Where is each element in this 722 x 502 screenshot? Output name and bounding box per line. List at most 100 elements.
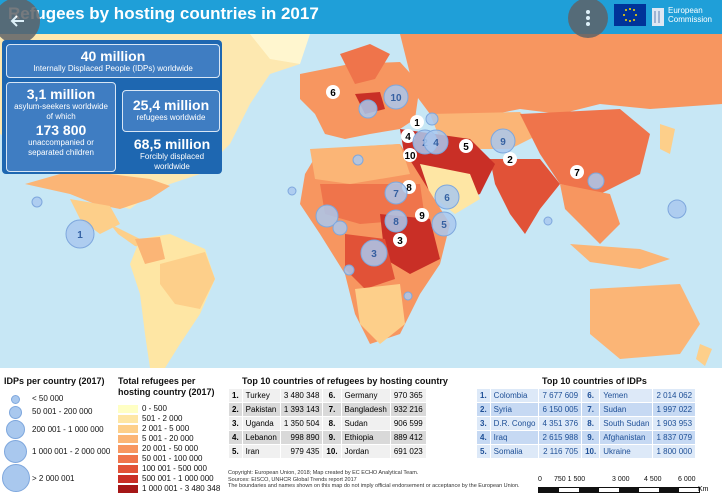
refugee-class-label-6: 50 001 - 100 000 bbox=[142, 454, 203, 463]
back-button[interactable] bbox=[0, 0, 40, 44]
idp-bubble-3: 3 bbox=[360, 239, 388, 267]
refugee-class-label-4: 5 001 - 20 000 bbox=[142, 434, 194, 443]
table-row: 3. Uganda 1 350 504 8. Sudan 906 599 bbox=[229, 417, 426, 430]
svg-text:4: 4 bbox=[405, 132, 411, 143]
land-india bbox=[490, 159, 560, 234]
land-colombia bbox=[135, 237, 165, 264]
key-figures-panel: 40 million Internally Displaced People (… bbox=[2, 40, 222, 174]
refugee-marker-6: 6 bbox=[326, 85, 340, 99]
refugee-swatch-2 bbox=[118, 415, 138, 423]
refugee-class-label-5: 20 001 - 50 000 bbox=[142, 444, 199, 453]
table-row: 5. Somalia 2 116 705 10. Ukraine 1 800 000 bbox=[477, 445, 696, 458]
svg-text:1: 1 bbox=[414, 118, 420, 129]
refugee-class-label-1: 0 - 500 bbox=[142, 404, 167, 413]
page-title: Refugees by hosting countries in 2017 bbox=[8, 4, 319, 23]
refugee-marker-1: 1 bbox=[410, 115, 424, 129]
table-row: 2. Pakistan 1 393 143 7. Bangladesh 932 216 bbox=[229, 403, 426, 416]
land-usa bbox=[25, 174, 170, 209]
table-row: 1. Colombia 7 677 609 6. Yemen 2 014 062 bbox=[477, 389, 696, 402]
refugee-marker-3: 3 bbox=[393, 233, 407, 247]
idp-legend-label-4: 1 000 001 - 2 000 000 bbox=[32, 447, 111, 456]
land-southern-africa bbox=[355, 284, 405, 344]
idp-legend-label-1: < 50 000 bbox=[32, 394, 64, 403]
svg-text:4: 4 bbox=[433, 138, 439, 149]
land-indonesia bbox=[570, 244, 670, 269]
idp-legend-label-2: 50 001 - 200 000 bbox=[32, 407, 93, 416]
top-idps-title: Top 10 countries of IDPs bbox=[542, 376, 647, 386]
refugee-rank-markers: 1 2 3 4 5 6 7 8 9 10 bbox=[326, 85, 584, 247]
svg-text:6: 6 bbox=[330, 88, 336, 99]
refugees-total-box: 25,4 million refugees worldwide bbox=[122, 90, 220, 132]
idp-legend-bubble-2 bbox=[9, 406, 22, 419]
table-row: 1. Turkey 3 480 348 6. Germany 970 365 bbox=[229, 389, 426, 402]
idp-legend-title: IDPs per country (2017) bbox=[4, 376, 105, 386]
svg-text:7: 7 bbox=[393, 189, 399, 200]
top-refugees-title: Top 10 countries of refugees by hosting … bbox=[242, 376, 448, 386]
ec-logo-text: European Commission bbox=[668, 6, 713, 24]
idp-bubble-4: 4 bbox=[423, 129, 449, 155]
refugee-marker-10: 10 bbox=[403, 148, 417, 162]
more-vertical-icon bbox=[586, 10, 590, 26]
svg-text:9: 9 bbox=[500, 137, 506, 148]
svg-text:9: 9 bbox=[419, 211, 425, 222]
idp-legend-bubble-3 bbox=[6, 420, 25, 439]
more-options-button[interactable] bbox=[568, 0, 608, 38]
idp-bubble-6: 6 bbox=[434, 184, 460, 210]
scale-bar-unit: Km bbox=[698, 486, 709, 493]
idp-legend-bubble-5 bbox=[2, 464, 30, 492]
asylum-box: 3,1 million asylum-seekers worldwide of … bbox=[6, 82, 116, 172]
svg-text:8: 8 bbox=[406, 183, 412, 194]
refugee-marker-7: 7 bbox=[570, 165, 584, 179]
refugee-marker-9: 9 bbox=[415, 208, 429, 222]
land-japan bbox=[660, 124, 675, 154]
svg-text:1: 1 bbox=[77, 230, 83, 241]
idp-legend-bubble-4 bbox=[4, 440, 27, 463]
table-row: 2. Syria 6 150 005 7. Sudan 1 997 022 bbox=[477, 403, 696, 416]
refugee-swatch-5 bbox=[118, 445, 138, 453]
land-mexico bbox=[70, 199, 120, 234]
idp-total-box: 40 million Internally Displaced People (… bbox=[6, 44, 220, 78]
refugee-marker-2: 2 bbox=[503, 152, 517, 166]
refugee-class-label-9: 1 000 001 - 3 480 348 bbox=[142, 484, 221, 493]
title-banner: Refugees by hosting countries in 2017 Eu… bbox=[0, 0, 722, 34]
credits-text: Copyright: European Union, 2018; Map cre… bbox=[228, 470, 520, 489]
table-row: 4. Iraq 2 615 988 9. Afghanistan 1 837 079 bbox=[477, 431, 696, 444]
land-greenland bbox=[250, 34, 310, 64]
refugee-class-label-7: 100 001 - 500 000 bbox=[142, 464, 207, 473]
scale-bar-graphic bbox=[538, 487, 700, 493]
svg-text:5: 5 bbox=[441, 220, 447, 231]
land-china bbox=[520, 109, 650, 194]
idp-bubble-10: 10 bbox=[383, 84, 409, 110]
refugee-marker-5: 5 bbox=[459, 139, 473, 153]
svg-text:7: 7 bbox=[574, 168, 580, 179]
refugee-swatch-4 bbox=[118, 435, 138, 443]
refugee-swatch-3 bbox=[118, 425, 138, 433]
land-australia bbox=[590, 284, 700, 359]
refugee-class-label-3: 2 001 - 5 000 bbox=[142, 424, 190, 433]
world-map: 1 2 3 4 5 6 7 8 9 10 1 2 3 4 5 6 7 8 bbox=[0, 34, 722, 368]
land-scandinavia bbox=[340, 44, 390, 84]
refugee-marker-4: 4 bbox=[401, 129, 415, 143]
refugee-swatch-9 bbox=[118, 485, 138, 493]
scale-bar: 0 750 1 500 3 000 4 500 6 000 Km bbox=[538, 476, 709, 493]
table-row: 3. D.R. Congo 4 351 376 8. South Sudan 1 903 … bbox=[477, 417, 696, 430]
idp-bubbles: 1 2 3 4 5 6 7 8 9 10 bbox=[31, 84, 687, 301]
idp-legend-bubble-1 bbox=[11, 395, 20, 404]
idp-bubble-9: 9 bbox=[490, 128, 516, 154]
idp-bubble-5: 5 bbox=[431, 211, 457, 237]
refugee-swatch-7 bbox=[118, 465, 138, 473]
table-row: 4. Lebanon 998 890 9. Ethiopia 889 412 bbox=[229, 431, 426, 444]
svg-text:5: 5 bbox=[463, 142, 469, 153]
land-brazil bbox=[160, 252, 215, 309]
top-idps-table: 1. Colombia 7 677 609 6. Yemen 2 014 062 2. Sy… bbox=[476, 388, 696, 459]
refugee-swatch-6 bbox=[118, 455, 138, 463]
svg-text:6: 6 bbox=[444, 193, 450, 204]
table-row: 5. Iran 979 435 10. Jordan 691 023 bbox=[229, 445, 426, 458]
refugee-swatch-8 bbox=[118, 475, 138, 483]
svg-text:10: 10 bbox=[404, 151, 416, 162]
refugee-class-label-8: 500 001 - 1 000 000 bbox=[142, 474, 214, 483]
svg-text:10: 10 bbox=[390, 93, 402, 104]
refugee-swatch-1 bbox=[118, 405, 138, 413]
land-russia bbox=[400, 34, 722, 119]
svg-text:2: 2 bbox=[507, 155, 513, 166]
